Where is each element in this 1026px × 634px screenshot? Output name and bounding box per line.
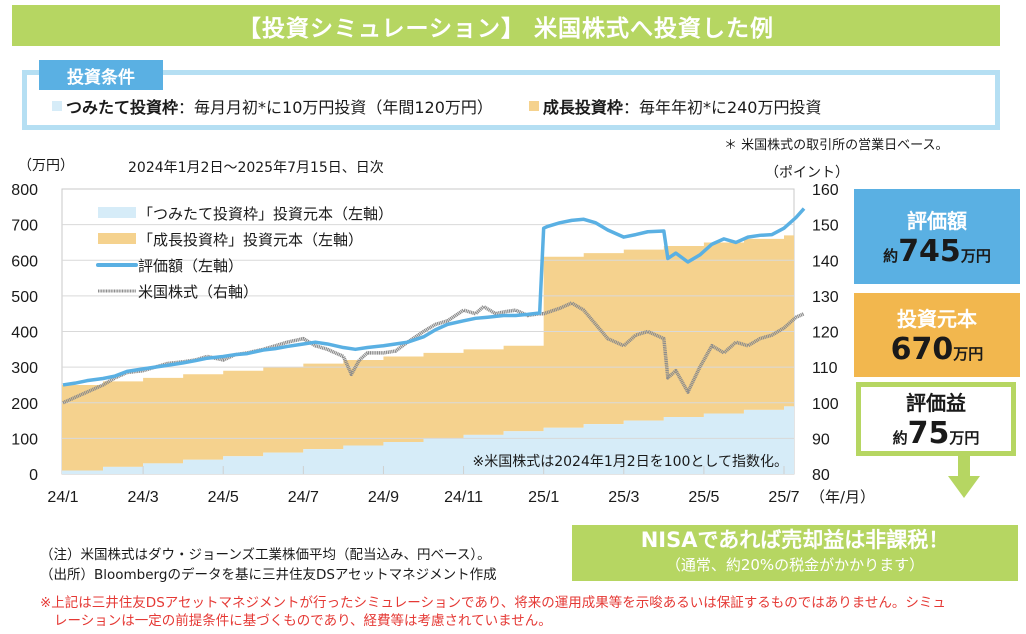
gain-prefix: 約 bbox=[892, 429, 908, 447]
valuation-prefix: 約 bbox=[883, 246, 899, 265]
x-tick-label: 24/11 bbox=[444, 489, 483, 506]
x-tick-label: 24/1 bbox=[47, 489, 78, 506]
x-tick-label: 24/3 bbox=[128, 489, 159, 506]
y-tick-label: 500 bbox=[11, 289, 38, 306]
y-tick-label: 300 bbox=[11, 360, 38, 377]
y-tick-label: 600 bbox=[11, 253, 38, 270]
y2-tick-label: 80 bbox=[812, 467, 830, 484]
disclaimer-line-2: レーションは一定の前提条件に基づくものであり、経費等は考慮されていません。 bbox=[54, 613, 552, 629]
legend-label: 「成長投資枠」投資元本（左軸） bbox=[138, 231, 363, 249]
valuation-box: 評価額 約 745 万円 bbox=[854, 189, 1020, 284]
chart-period: 2024年1月2日～2025年7月15日、日次 bbox=[128, 160, 384, 176]
principal-label: 投資元本 bbox=[897, 307, 977, 331]
tsumitate-swatch-icon bbox=[52, 101, 62, 111]
down-arrow-icon bbox=[958, 456, 970, 478]
x-axis-unit: （年/月） bbox=[810, 488, 875, 506]
right-axis-unit: （ポイント） bbox=[765, 165, 849, 181]
y2-tick-label: 140 bbox=[812, 253, 839, 270]
legend-label: 評価額（左軸） bbox=[138, 257, 243, 275]
tsumitate-text: ：毎月月初*に10万円投資（年間120万円） bbox=[178, 98, 493, 117]
note-data-source: （出所）Bloombergのデータを基に三井住友DSアセットマネジメント作成 bbox=[40, 567, 497, 583]
gain-label: 評価益 bbox=[906, 391, 966, 415]
legend-swatch-icon bbox=[98, 233, 136, 244]
page-title: 【投資シミュレーション】 米国株式へ投資した例 bbox=[12, 5, 1000, 46]
growth-swatch-icon bbox=[528, 101, 539, 111]
x-tick-label: 24/9 bbox=[368, 489, 399, 506]
y2-tick-label: 150 bbox=[812, 218, 839, 235]
valuation-unit: 万円 bbox=[960, 246, 991, 265]
gain-unit: 万円 bbox=[949, 429, 980, 447]
disclaimer-line-1: ※上記は三井住友DSアセットマネジメントが行ったシミュレーションであり、将来の運… bbox=[40, 595, 946, 611]
x-tick-label: 25/7 bbox=[768, 489, 799, 506]
x-tick-label: 25/5 bbox=[688, 489, 719, 506]
nisa-headline: NISAであれば売却益は非課税！ bbox=[640, 528, 950, 552]
growth-principal-area bbox=[62, 235, 805, 471]
legend-label: 「つみたて投資枠」投資元本（左軸） bbox=[138, 205, 393, 223]
gain-value: 75 bbox=[907, 416, 950, 451]
growth-label: 成長投資枠 bbox=[542, 98, 623, 117]
y2-tick-label: 120 bbox=[812, 325, 839, 342]
y-tick-label: 200 bbox=[11, 396, 38, 413]
x-tick-label: 24/7 bbox=[288, 489, 319, 506]
y-tick-label: 800 bbox=[11, 182, 38, 199]
nisa-banner: NISAであれば売却益は非課税！ （通常、約20%の税金がかかります） bbox=[572, 525, 1018, 581]
y2-tick-label: 100 bbox=[812, 396, 839, 413]
conditions-box bbox=[22, 70, 1000, 130]
note-source-index: （注）米国株式はダウ・ジョーンズ工業株価平均（配当込み、円ベース）。 bbox=[40, 547, 491, 563]
growth-text: ：毎年年初*に240万円投資 bbox=[622, 98, 822, 117]
x-tick-label: 24/5 bbox=[208, 489, 239, 506]
conditions-tag: 投資条件 bbox=[39, 60, 163, 90]
conditions-line: つみたて投資枠 ：毎月月初*に10万円投資（年間120万円） 成長投資枠 ：毎年… bbox=[52, 94, 821, 118]
x-tick-label: 25/3 bbox=[608, 489, 639, 506]
valuation-label: 評価額 bbox=[907, 208, 967, 233]
business-day-note: ＊ 米国株式の取引所の営業日ベース。 bbox=[724, 138, 949, 153]
nisa-subline: （通常、約20%の税金がかかります） bbox=[665, 556, 925, 574]
y-tick-label: 100 bbox=[11, 431, 38, 448]
y2-tick-label: 110 bbox=[812, 360, 838, 377]
y-tick-label: 0 bbox=[29, 467, 38, 484]
valuation-value: 745 bbox=[898, 233, 961, 269]
down-arrow-head-icon bbox=[948, 476, 980, 498]
index-annotation: ※米国株式は2024年1月2日を100として指数化。 bbox=[473, 454, 788, 470]
y2-tick-label: 90 bbox=[812, 431, 830, 448]
disclaimer: ※上記は三井住友DSアセットマネジメントが行ったシミュレーションであり、将来の運… bbox=[40, 594, 1000, 630]
y-tick-label: 700 bbox=[11, 218, 38, 235]
principal-unit: 万円 bbox=[953, 345, 984, 363]
principal-value: 670 bbox=[890, 332, 954, 367]
valuation-line bbox=[62, 207, 806, 387]
gain-box: 評価益 約 75 万円 bbox=[856, 382, 1016, 456]
y-tick-label: 400 bbox=[11, 325, 38, 342]
principal-box: 投資元本 670 万円 bbox=[854, 293, 1020, 377]
y2-tick-label: 160 bbox=[812, 182, 839, 199]
legend-label: 米国株式（右軸） bbox=[138, 283, 258, 301]
tsumitate-principal-area bbox=[62, 406, 805, 474]
left-axis-unit: （万円） bbox=[18, 158, 74, 174]
x-tick-label: 25/1 bbox=[528, 489, 559, 506]
y2-tick-label: 130 bbox=[812, 289, 839, 306]
legend-swatch-icon bbox=[98, 207, 136, 218]
tsumitate-label: つみたて投資枠 bbox=[66, 98, 179, 117]
